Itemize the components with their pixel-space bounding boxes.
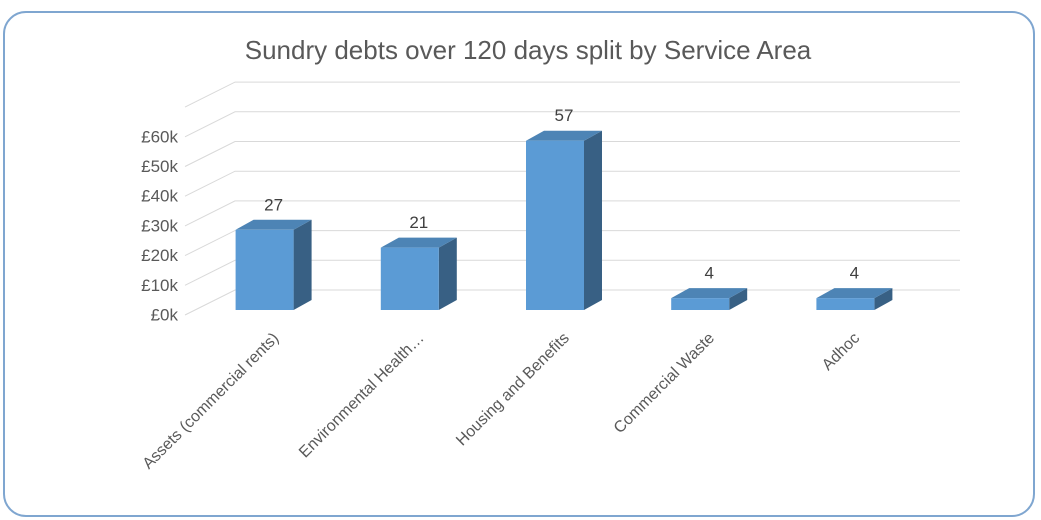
data-label: 27 [264, 195, 283, 214]
bar-top [816, 288, 893, 299]
grid-line [184, 170, 960, 197]
bar-side [293, 219, 312, 310]
bar [526, 140, 584, 310]
bar-side [584, 130, 602, 310]
grid-line [184, 111, 960, 138]
y-tick-label: £60k [141, 127, 178, 146]
bar [380, 247, 439, 310]
y-tick-label: £40k [141, 187, 178, 206]
y-tick-label: £0k [151, 305, 179, 324]
bar [816, 298, 875, 310]
y-tick-label: £50k [141, 157, 178, 176]
y-tick-label: £10k [141, 276, 178, 295]
chart-title: Sundry debts over 120 days split by Serv… [245, 35, 812, 65]
bar-top [235, 219, 312, 230]
bar-side [438, 237, 457, 310]
bar [671, 298, 730, 310]
data-label: 4 [704, 264, 713, 283]
data-label: 21 [409, 213, 428, 232]
grid-line [184, 230, 960, 257]
bar-side [874, 288, 893, 310]
bar-top [380, 237, 457, 248]
bar [235, 229, 294, 310]
data-label: 4 [850, 264, 859, 283]
bar-top [671, 288, 748, 299]
grid-line [184, 81, 960, 108]
chart-frame [3, 11, 1035, 517]
grid-line [184, 141, 960, 167]
y-tick-label: £30k [141, 216, 178, 235]
bar-top [526, 130, 602, 141]
bar-side [729, 288, 748, 310]
y-tick-label: £20k [141, 246, 178, 265]
data-label: 57 [555, 106, 574, 125]
grid-line [184, 200, 960, 227]
grid-line [184, 259, 960, 286]
